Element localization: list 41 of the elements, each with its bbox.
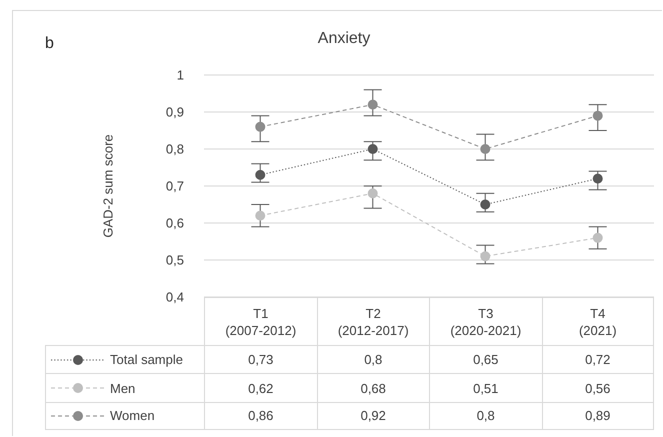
point bbox=[255, 210, 266, 221]
point bbox=[480, 200, 490, 210]
data-label: 0,56 bbox=[585, 380, 610, 397]
point bbox=[592, 232, 603, 243]
y-tick-label: 1 bbox=[176, 68, 184, 83]
point bbox=[592, 174, 603, 184]
x-tick-label: T4 (2021) bbox=[578, 306, 617, 338]
text: b bbox=[45, 35, 54, 52]
point bbox=[368, 144, 378, 154]
data-label: 0,51 bbox=[473, 380, 498, 397]
data-label: 0,8 bbox=[476, 407, 495, 424]
x-tick-label: T2 (2012-2017) bbox=[338, 306, 409, 338]
data-label: 0,73 bbox=[248, 351, 274, 368]
data-label: 0,92 bbox=[360, 407, 386, 424]
data-label: 0,62 bbox=[248, 380, 274, 397]
point bbox=[368, 188, 378, 198]
point bbox=[480, 144, 490, 154]
legend-label: Women bbox=[110, 407, 155, 424]
y-tick-label: 0,8 bbox=[166, 142, 184, 157]
data-label: 0,65 bbox=[473, 351, 498, 368]
point bbox=[255, 170, 266, 180]
y-tick-label: 0,6 bbox=[166, 216, 184, 231]
data-label: 0,89 bbox=[585, 407, 610, 424]
point bbox=[368, 100, 378, 110]
y-tick-label: 0,9 bbox=[166, 104, 184, 120]
y-tick-label: 0,4 bbox=[166, 290, 184, 305]
data-label: 0,68 bbox=[360, 380, 386, 397]
point bbox=[255, 122, 266, 132]
y-axis-title: GAD-2 sum score bbox=[100, 134, 116, 238]
point bbox=[480, 251, 490, 262]
point bbox=[592, 110, 603, 121]
y-tick-label: 0,7 bbox=[166, 178, 184, 194]
data-label: 0,8 bbox=[364, 351, 382, 368]
y-tick-label: 0,5 bbox=[166, 252, 184, 268]
x-tick-label: T3 (2020-2021) bbox=[450, 306, 522, 338]
data-label: 0,72 bbox=[585, 351, 610, 368]
chart-title: Anxiety bbox=[318, 30, 370, 47]
legend-label: Total sample bbox=[110, 351, 183, 368]
x-tick-label: T1 (2007-2012) bbox=[225, 306, 296, 338]
legend-label: Men bbox=[110, 380, 136, 397]
data-label: 0,86 bbox=[248, 407, 274, 424]
